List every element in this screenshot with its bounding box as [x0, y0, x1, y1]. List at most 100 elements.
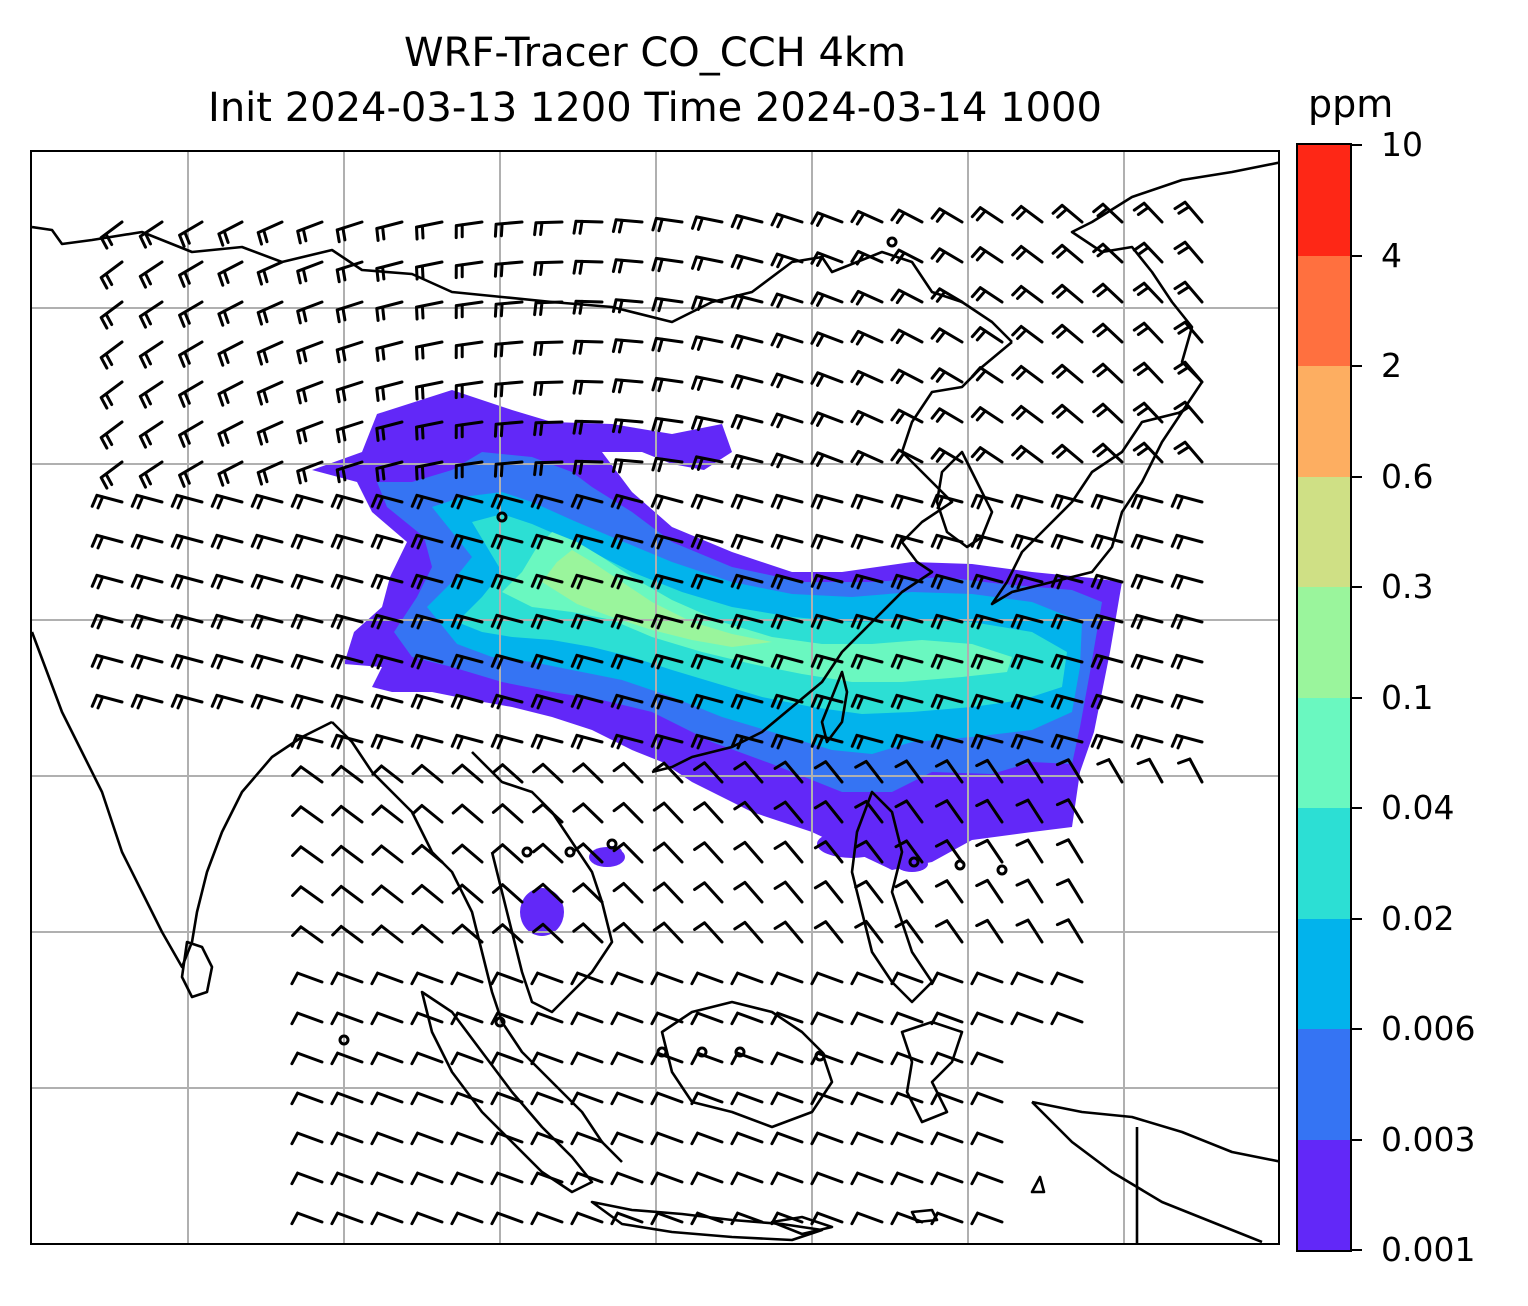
wind-barb — [375, 340, 404, 362]
wind-barb — [770, 212, 804, 229]
wind-barb — [99, 220, 124, 250]
wind-barb — [611, 218, 644, 234]
wind-barb — [850, 493, 884, 510]
colorbar-segment — [1298, 807, 1350, 919]
wind-barb — [490, 733, 524, 750]
colorbar-segment — [1298, 255, 1350, 366]
wind-barb — [570, 493, 604, 510]
wind-barb — [850, 971, 884, 986]
wind-barb — [1011, 444, 1044, 464]
wind-barb — [1130, 493, 1164, 510]
wind-barb — [296, 340, 324, 365]
wind-barb — [1011, 284, 1044, 304]
wind-barb — [894, 879, 924, 904]
coastline-segment — [850, 790, 934, 1004]
wind-barb — [770, 332, 804, 349]
wind-barb — [1130, 533, 1164, 550]
wind-barb — [1055, 798, 1084, 824]
wind-barb — [934, 799, 964, 824]
wind-barb — [1170, 733, 1204, 750]
wind-barb — [810, 411, 844, 427]
wind-barb — [1092, 282, 1124, 304]
calm-wind-circle — [734, 1046, 746, 1058]
wind-barb — [690, 1131, 724, 1146]
wind-barb — [1170, 493, 1204, 510]
wind-barb — [733, 800, 764, 824]
wind-barb — [530, 693, 564, 710]
wind-barb — [533, 460, 564, 477]
wind-barb — [532, 802, 564, 824]
wind-barb — [410, 971, 444, 986]
wind-barb — [854, 879, 884, 904]
wind-barb — [415, 380, 444, 401]
wind-barb — [1050, 573, 1084, 590]
wind-barb — [296, 300, 324, 325]
wind-barb — [730, 454, 764, 470]
wind-barb — [450, 971, 484, 986]
wind-barb — [1092, 322, 1124, 344]
wind-barb — [331, 924, 364, 944]
wind-barb — [890, 248, 924, 265]
wind-barb — [854, 919, 884, 944]
wind-barb — [330, 693, 364, 710]
wind-barb — [610, 573, 644, 590]
wind-barb — [730, 573, 764, 590]
wind-barb — [330, 1011, 364, 1026]
wind-barb — [90, 493, 124, 510]
wind-barb — [572, 379, 604, 395]
wind-barb — [493, 380, 524, 398]
wind-barb — [570, 533, 604, 550]
wind-barb — [331, 884, 364, 904]
wind-barb — [410, 733, 444, 750]
colorbar-tick-label: 2 — [1381, 346, 1402, 385]
wind-barb — [850, 449, 884, 466]
wind-barb — [612, 922, 644, 944]
wind-barb — [370, 533, 404, 550]
wind-barb — [530, 1211, 564, 1226]
wind-barb — [610, 1091, 644, 1106]
wind-barb — [178, 340, 204, 368]
wind-barb — [330, 573, 364, 590]
wind-barb — [773, 920, 804, 944]
wind-barb — [370, 1091, 404, 1106]
wind-barb — [610, 971, 644, 986]
wind-barb — [1173, 360, 1204, 384]
wind-barb — [138, 340, 164, 369]
wind-barb — [970, 206, 1004, 224]
wind-barb — [930, 493, 964, 510]
coastline-segment — [331, 721, 623, 1163]
wind-barb — [930, 1211, 964, 1226]
wind-barb — [450, 653, 484, 670]
wind-barb — [890, 208, 924, 225]
wind-barb — [610, 533, 644, 550]
wind-barb — [850, 1051, 884, 1066]
wind-barb — [291, 805, 324, 824]
wind-barb — [90, 653, 124, 670]
wind-barb — [130, 613, 164, 630]
wind-barb — [290, 1171, 324, 1186]
wind-barb — [890, 653, 924, 670]
wind-barb — [1050, 493, 1084, 510]
wind-barb — [770, 1091, 804, 1106]
wind-barb — [330, 1131, 364, 1146]
wind-barb — [415, 420, 444, 441]
colorbar-tick-label: 0.1 — [1381, 677, 1434, 717]
wind-barb — [1132, 201, 1164, 224]
wind-barb — [450, 693, 484, 710]
coastline-segment — [32, 631, 333, 969]
wind-barb — [178, 220, 204, 248]
wind-barb — [970, 573, 1004, 590]
wind-barb — [690, 573, 724, 590]
wind-barb — [331, 804, 364, 824]
calm-wind-circle — [954, 859, 966, 871]
wind-barb — [970, 653, 1004, 670]
wind-barb — [99, 460, 124, 490]
wind-barb — [572, 922, 604, 944]
wind-barb — [1051, 363, 1084, 384]
wind-barb — [415, 300, 444, 321]
wind-barb — [773, 840, 804, 864]
wind-barb — [651, 376, 684, 393]
wind-barb — [810, 451, 844, 467]
wind-barb — [890, 1211, 924, 1226]
wind-barb — [1092, 442, 1124, 464]
